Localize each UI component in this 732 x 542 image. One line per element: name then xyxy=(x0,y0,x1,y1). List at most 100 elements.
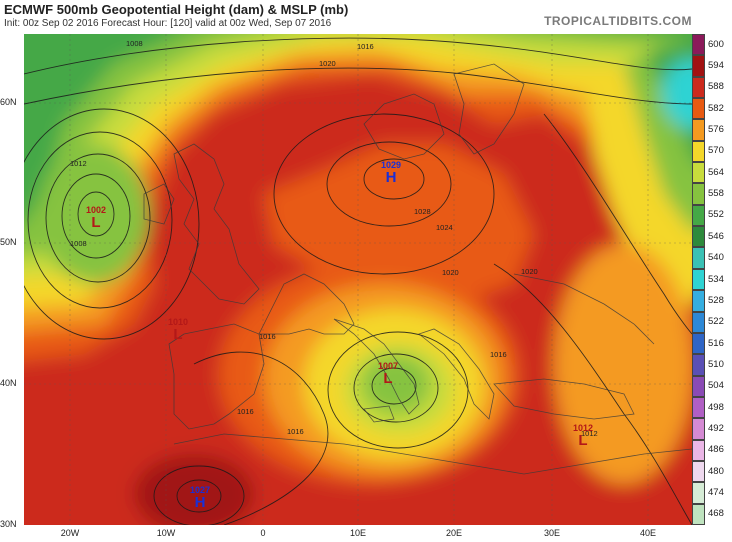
longitude-label: 20W xyxy=(60,528,80,538)
legend-level-label: 588 xyxy=(708,81,724,93)
isobar-line xyxy=(24,37,692,75)
isobar-ring xyxy=(61,173,131,259)
longitude-label: 0 xyxy=(260,528,266,538)
isobar-label: 1016 xyxy=(490,350,507,359)
legend-level-label: 582 xyxy=(708,102,724,114)
coast-turkey xyxy=(493,378,635,420)
field-low-atlantic xyxy=(39,144,149,284)
longitude-label: 10W xyxy=(156,528,176,538)
isobar-label: 1012 xyxy=(581,429,598,438)
legend-level-label: 546 xyxy=(708,230,724,242)
legend-level-label: 576 xyxy=(708,124,724,136)
longitude-label: 10E xyxy=(349,528,367,538)
isobar-ring xyxy=(371,367,417,405)
legend-level-label: 468 xyxy=(708,508,724,520)
coast-britain xyxy=(173,143,260,305)
legend-swatch xyxy=(692,311,705,333)
legend-swatch xyxy=(692,204,705,227)
isobar-label: 1028 xyxy=(414,207,431,216)
isobar-line xyxy=(543,113,692,335)
isobar-ring xyxy=(363,158,425,200)
legend-level-label: 480 xyxy=(708,465,724,477)
pressure-centre-high: 1027 H xyxy=(189,485,211,511)
coast-black-sea xyxy=(513,273,655,345)
pressure-value: 1007 xyxy=(377,361,399,371)
latitude-label: 40N xyxy=(0,378,17,388)
legend-level-label: 516 xyxy=(708,337,724,349)
isobar-line xyxy=(193,351,329,525)
legend-level-label: 486 xyxy=(708,444,724,456)
color-scale-legend: 600 594 588 582 576 570 564 558 552 546 540 534 528 5… xyxy=(692,34,732,525)
longitude-label: 20E xyxy=(445,528,463,538)
pressure-centre-low: 1002 L xyxy=(85,205,107,231)
isobar-label: 1024 xyxy=(436,223,453,232)
coast-balkans xyxy=(418,328,495,420)
isobar-ring xyxy=(273,113,495,275)
coast-scandinavia xyxy=(363,93,445,160)
map-subtitle: Init: 00z Sep 02 2016 Forecast Hour: [12… xyxy=(4,18,332,29)
field-534-cold-pool xyxy=(662,59,692,129)
pressure-symbol: L xyxy=(383,370,393,387)
isobar-ring xyxy=(153,465,245,525)
isobar-label: 1008 xyxy=(70,239,87,248)
legend-level-label: 534 xyxy=(708,273,724,285)
legend-level-label: 522 xyxy=(708,316,724,328)
coast-france xyxy=(258,273,355,335)
field-552 xyxy=(24,34,692,224)
forecast-map: 1008 1020 1016 1012 1008 1028 1024 1020 … xyxy=(24,34,692,525)
header: ECMWF 500mb Geopotential Height (dam) & … xyxy=(0,0,732,34)
legend-level-label: 474 xyxy=(708,486,724,498)
map-title: ECMWF 500mb Geopotential Height (dam) & … xyxy=(4,2,349,17)
brand-watermark: TROPICALTIDBITS.COM xyxy=(544,14,692,28)
isobar-ring xyxy=(77,191,115,237)
legend-level-label: 492 xyxy=(708,422,724,434)
isobar-ring xyxy=(45,153,151,283)
pressure-value: 1012 xyxy=(572,423,594,433)
legend-level-label: 600 xyxy=(708,38,724,50)
legend-level-label: 558 xyxy=(708,188,724,200)
latitude-label: 50N xyxy=(0,237,17,247)
legend-level-label: 540 xyxy=(708,252,724,264)
coast-iberia xyxy=(168,323,265,430)
pressure-symbol: L xyxy=(91,214,101,231)
pressure-centre-high: 1029 H xyxy=(381,161,401,186)
isobar-label: 1008 xyxy=(126,39,143,48)
legend-level-label: 552 xyxy=(708,209,724,221)
isobar-labels: 1008 1020 1016 1012 1008 1028 1024 1020 … xyxy=(70,39,598,438)
pressure-centre-low: 1012 L xyxy=(572,423,594,449)
legend-swatch xyxy=(692,418,705,440)
field-570 xyxy=(24,34,692,308)
legend-swatch xyxy=(692,55,705,77)
legend-level-label: 498 xyxy=(708,401,724,413)
legend-level-label: 570 xyxy=(708,145,724,157)
isobar-label: 1020 xyxy=(521,267,538,276)
isobar-label: 1016 xyxy=(287,427,304,436)
legend-swatch xyxy=(692,34,705,56)
legend-swatch xyxy=(692,503,705,525)
field-594-south xyxy=(134,454,254,525)
legend-swatch xyxy=(692,268,705,291)
pressure-symbol: H xyxy=(385,169,397,186)
coast-italy xyxy=(333,318,420,415)
pressure-value: 1002 xyxy=(85,205,107,215)
coast-finland xyxy=(453,63,525,155)
isobar-label: 1020 xyxy=(319,59,336,68)
legend-swatch xyxy=(692,247,705,269)
coast-north-africa xyxy=(173,433,692,475)
latitude-label: 30N xyxy=(0,519,17,529)
legend-level-label: 510 xyxy=(708,358,724,370)
isobar-ring xyxy=(353,353,439,423)
legend-swatch xyxy=(692,183,705,205)
pressure-centre-low: 1010 L xyxy=(168,318,188,343)
isobar-ring xyxy=(24,108,200,340)
legend-swatch xyxy=(692,119,705,141)
pressure-centre-low: 1007 L xyxy=(377,361,399,387)
field-576-east xyxy=(554,244,692,484)
pressure-symbol: L xyxy=(578,432,588,449)
pressure-value: 1027 xyxy=(189,485,211,495)
isobar-line xyxy=(493,263,692,525)
isobar-ring xyxy=(176,479,222,513)
isobar-label: 1016 xyxy=(237,407,254,416)
legend-swatch xyxy=(692,354,705,376)
legend-level-label: 564 xyxy=(708,166,724,178)
